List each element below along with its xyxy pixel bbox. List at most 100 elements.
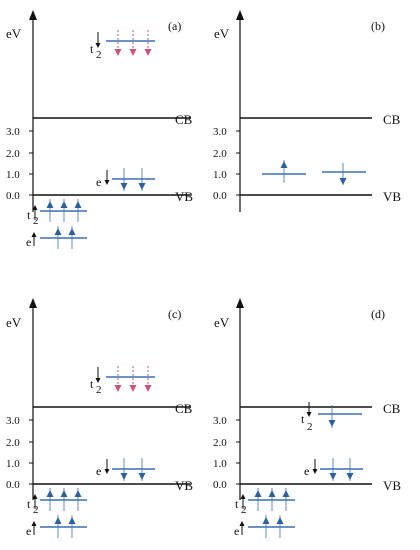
cb-label: CB bbox=[175, 112, 193, 127]
filled-spin-up-arrows-icon bbox=[54, 517, 76, 524]
y-axis-arrow-icon bbox=[236, 10, 244, 20]
level-symbol: t bbox=[301, 412, 305, 426]
level-symbol: t bbox=[90, 42, 94, 56]
e-upper-level: e bbox=[96, 458, 155, 481]
spin-up-level bbox=[262, 160, 306, 183]
cb-label: CB bbox=[383, 401, 401, 416]
t2-upper-level: t 2 bbox=[90, 30, 155, 61]
y-axis-label: eV bbox=[214, 315, 230, 330]
y-ticks: 3.0 2.0 1.0 0.0 bbox=[6, 415, 33, 491]
spin-up-arrow-icon bbox=[31, 521, 37, 526]
spin-down-arrow-icon bbox=[95, 378, 101, 383]
level-symbol: e bbox=[304, 464, 309, 478]
tick-label: 0.0 bbox=[6, 479, 20, 491]
cb-label: CB bbox=[383, 112, 401, 127]
t2-lower-level: t 2 bbox=[235, 488, 295, 516]
level-symbol: e bbox=[26, 524, 31, 538]
panel-label: (a) bbox=[168, 19, 181, 33]
filled-spin-down-arrows-icon bbox=[329, 473, 354, 480]
spin-down-arrow-icon bbox=[104, 469, 110, 474]
tick-label: 3.0 bbox=[213, 126, 227, 138]
y-axis-label: eV bbox=[6, 26, 22, 41]
filled-spin-down-arrows-icon bbox=[120, 183, 146, 190]
t2-lower-level: t 2 bbox=[27, 199, 87, 227]
panel-label: (d) bbox=[371, 307, 385, 321]
e-upper-level: e bbox=[304, 458, 363, 481]
level-symbol: e bbox=[234, 524, 239, 538]
level-symbol: e bbox=[96, 464, 101, 478]
y-ticks: 3.0 2.0 1.0 0.0 bbox=[213, 415, 240, 491]
tick-label: 3.0 bbox=[6, 126, 20, 138]
panel-c: eV (c) CB VB 3.0 2.0 1.0 0.0 t 2 bbox=[6, 298, 193, 538]
spin-up-arrow-icon bbox=[239, 521, 245, 526]
level-symbol: e bbox=[96, 175, 101, 189]
e-upper-level: e bbox=[96, 168, 155, 191]
y-axis-label: eV bbox=[214, 26, 230, 41]
panel-label: (c) bbox=[168, 307, 181, 321]
panel-label: (b) bbox=[371, 19, 385, 33]
e-lower-level: e bbox=[234, 515, 295, 538]
spin-down-level bbox=[322, 163, 366, 185]
y-axis-arrow-icon bbox=[236, 298, 244, 308]
filled-spin-down-arrows-icon bbox=[120, 473, 146, 480]
spin-up-arrow-icon bbox=[31, 232, 37, 237]
filled-spin-up-arrows-icon bbox=[54, 228, 76, 235]
tick-label: 3.0 bbox=[213, 415, 227, 427]
tick-label: 1.0 bbox=[6, 169, 20, 181]
filled-spin-down-arrow-icon bbox=[328, 420, 336, 427]
filled-spin-up-arrows-icon bbox=[262, 517, 284, 524]
y-ticks: 3.0 2.0 1.0 0.0 bbox=[6, 126, 33, 202]
e-lower-level: e bbox=[26, 515, 87, 538]
spin-up-arrow-icon bbox=[32, 205, 38, 210]
level-symbol: t bbox=[90, 377, 94, 391]
level-subscript: 2 bbox=[307, 421, 313, 433]
t2-upper-level: t 2 bbox=[90, 366, 155, 396]
vb-label: VB bbox=[175, 189, 193, 204]
tick-label: 0.0 bbox=[6, 190, 20, 202]
spin-down-arrow-icon bbox=[339, 178, 347, 185]
tick-label: 2.0 bbox=[6, 437, 20, 449]
tick-label: 1.0 bbox=[213, 169, 227, 181]
filled-spin-up-arrows-icon bbox=[46, 201, 82, 208]
filled-spin-up-arrows-icon bbox=[46, 490, 82, 497]
tick-label: 0.0 bbox=[213, 190, 227, 202]
spin-down-arrow-icon bbox=[104, 180, 110, 185]
vb-label: VB bbox=[175, 478, 193, 493]
t2-lower-level: t 2 bbox=[27, 488, 87, 516]
panel-b: eV (b) CB VB 3.0 2.0 1.0 0.0 bbox=[213, 10, 401, 212]
tick-label: 2.0 bbox=[213, 437, 227, 449]
level-symbol: e bbox=[26, 235, 31, 249]
level-subscript: 2 bbox=[96, 49, 102, 61]
y-axis-label: eV bbox=[6, 315, 22, 330]
spin-down-arrow-icon bbox=[306, 412, 312, 417]
y-axis-arrow-icon bbox=[29, 10, 37, 20]
y-ticks: 3.0 2.0 1.0 0.0 bbox=[213, 126, 240, 202]
level-subscript: 2 bbox=[33, 504, 39, 516]
level-subscript: 2 bbox=[33, 215, 39, 227]
e-lower-level: e bbox=[26, 226, 87, 249]
vb-label: VB bbox=[383, 478, 401, 493]
level-symbol: t bbox=[27, 497, 31, 511]
level-symbol: t bbox=[235, 497, 239, 511]
spin-up-arrow-icon bbox=[32, 494, 38, 499]
y-axis-arrow-icon bbox=[29, 298, 37, 308]
tick-label: 1.0 bbox=[6, 458, 20, 470]
tick-label: 2.0 bbox=[213, 148, 227, 160]
tick-label: 3.0 bbox=[6, 415, 20, 427]
tick-label: 0.0 bbox=[213, 479, 227, 491]
tick-label: 2.0 bbox=[6, 148, 20, 160]
level-symbol: t bbox=[27, 208, 31, 222]
panel-d: eV (d) CB VB 3.0 2.0 1.0 0.0 t 2 bbox=[213, 298, 401, 538]
vb-label: VB bbox=[383, 189, 401, 204]
cb-label: CB bbox=[175, 401, 193, 416]
panel-a: eV (a) CB VB 3.0 2.0 1.0 0.0 t 2 bbox=[6, 10, 193, 249]
tick-label: 1.0 bbox=[213, 458, 227, 470]
spin-down-arrow-icon bbox=[312, 469, 318, 474]
spin-up-arrow-icon bbox=[280, 161, 288, 168]
t2-upper-level: t 2 bbox=[301, 402, 362, 433]
filled-spin-up-arrows-icon bbox=[254, 490, 290, 497]
spin-up-arrow-icon bbox=[240, 494, 246, 499]
level-subscript: 2 bbox=[241, 504, 247, 516]
level-subscript: 2 bbox=[96, 384, 102, 396]
